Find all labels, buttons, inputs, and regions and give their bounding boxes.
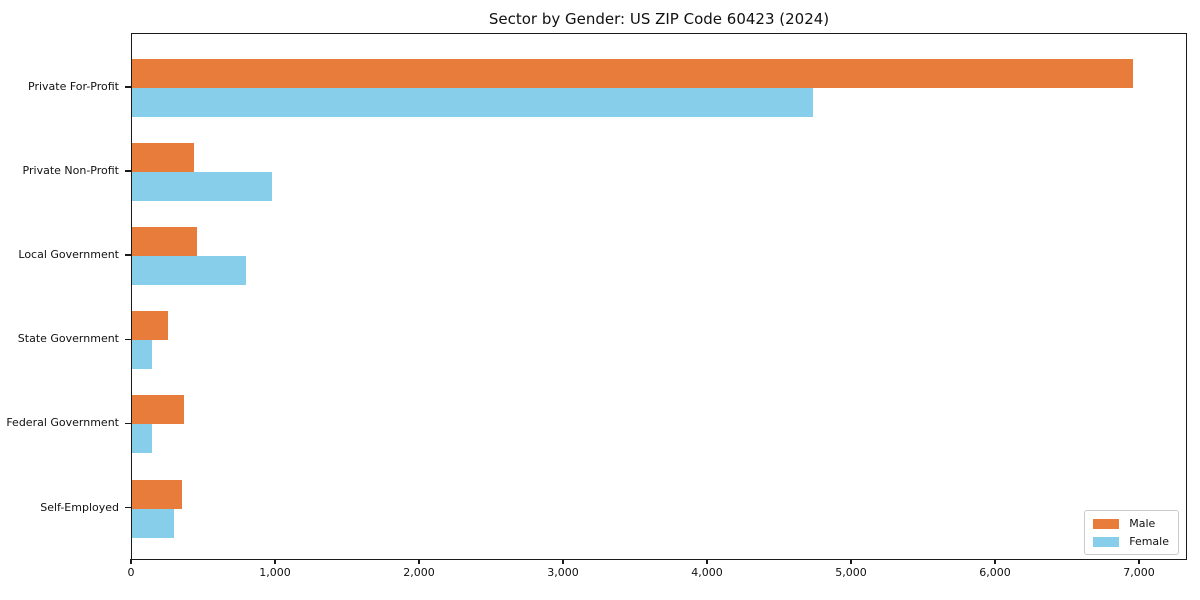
legend: Male Female: [1084, 510, 1179, 555]
bar-female-5: [132, 508, 174, 538]
bar-female-2: [132, 256, 246, 286]
bar-female-1: [132, 172, 272, 202]
bar-male-5: [132, 479, 183, 509]
x-tick-6: [994, 559, 996, 564]
x-tick-label-1: 1,000: [259, 566, 291, 579]
legend-label-male: Male: [1129, 517, 1156, 530]
plot-area: Male Female: [131, 33, 1187, 560]
y-tick-label-0: Private For-Profit: [28, 80, 119, 93]
y-tick-5: [125, 506, 131, 509]
y-tick-label-4: Federal Government: [6, 416, 119, 430]
y-tick-label-2: Local Government: [18, 248, 119, 262]
x-tick-label-3: 3,000: [547, 566, 579, 579]
y-tick-0: [125, 86, 131, 88]
x-tick-label-2: 2,000: [403, 566, 435, 579]
bar-male-2: [132, 227, 197, 257]
x-tick-label-5: 5,000: [835, 566, 867, 579]
x-tick-label-0: 0: [127, 566, 135, 579]
x-tick-3: [562, 559, 564, 564]
legend-swatch-female: [1093, 536, 1120, 547]
legend-swatch-male: [1093, 518, 1120, 529]
x-tick-label-4: 4,000: [691, 566, 723, 579]
y-tick-1: [125, 170, 131, 172]
y-tick-3: [125, 338, 131, 341]
bar-female-4: [132, 424, 153, 454]
bar-male-1: [132, 143, 194, 173]
y-tick-4: [125, 422, 131, 425]
y-tick-label-1: Private Non-Profit: [22, 164, 119, 178]
x-tick-2: [418, 559, 420, 564]
bar-male-0: [132, 59, 1133, 88]
x-tick-label-7: 7,000: [1123, 566, 1155, 579]
y-tick-label-5: Self-Employed: [40, 500, 119, 514]
chart-title: Sector by Gender: US ZIP Code 60423 (202…: [488, 10, 830, 28]
bar-male-4: [132, 395, 184, 425]
x-tick-0: [130, 559, 132, 564]
legend-label-female: Female: [1129, 535, 1169, 548]
legend-entry-female: Female: [1093, 535, 1169, 548]
x-tick-label-6: 6,000: [979, 566, 1011, 579]
y-tick-2: [125, 254, 131, 256]
x-tick-7: [1138, 559, 1140, 564]
bar-male-3: [132, 311, 168, 341]
bar-female-0: [132, 88, 814, 117]
x-tick-5: [850, 559, 852, 564]
y-tick-label-3: State Government: [17, 332, 119, 346]
bar-female-3: [132, 340, 153, 370]
x-tick-1: [274, 559, 276, 564]
x-tick-4: [706, 559, 708, 564]
legend-entry-male: Male: [1093, 517, 1169, 530]
